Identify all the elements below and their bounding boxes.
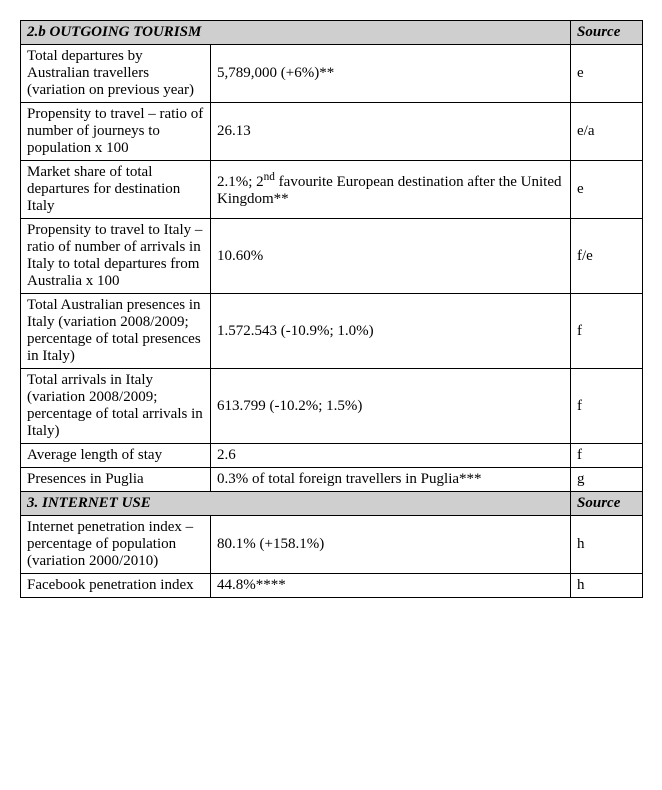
table-row: Average length of stay 2.6 f: [21, 444, 643, 468]
row-source: f: [571, 369, 643, 444]
table-row: Facebook penetration index 44.8%**** h: [21, 574, 643, 598]
tourism-table: 2.b OUTGOING TOURISM Source Total depart…: [20, 20, 643, 598]
section-title: 2.b OUTGOING TOURISM: [21, 21, 571, 45]
row-value: 613.799 (-10.2%; 1.5%): [211, 369, 571, 444]
row-value: 80.1% (+158.1%): [211, 516, 571, 574]
row-source: e: [571, 45, 643, 103]
row-value: 1.572.543 (-10.9%; 1.0%): [211, 294, 571, 369]
row-value: 2.1%; 2nd favourite European destination…: [211, 161, 571, 219]
row-value: 26.13: [211, 103, 571, 161]
row-label: Market share of total departures for des…: [21, 161, 211, 219]
table-row: Presences in Puglia 0.3% of total foreig…: [21, 468, 643, 492]
row-source: f: [571, 294, 643, 369]
table-row: Total arrivals in Italy (variation 2008/…: [21, 369, 643, 444]
row-label: Propensity to travel to Italy – ratio of…: [21, 219, 211, 294]
row-source: e: [571, 161, 643, 219]
row-label: Average length of stay: [21, 444, 211, 468]
row-source: f: [571, 444, 643, 468]
row-value: 44.8%****: [211, 574, 571, 598]
row-label: Propensity to travel – ratio of number o…: [21, 103, 211, 161]
table-row: Internet penetration index – percentage …: [21, 516, 643, 574]
row-value: 10.60%: [211, 219, 571, 294]
row-label: Total departures by Australian traveller…: [21, 45, 211, 103]
row-value: 2.6: [211, 444, 571, 468]
row-label: Internet penetration index – percentage …: [21, 516, 211, 574]
row-source: h: [571, 516, 643, 574]
table-row: Propensity to travel to Italy – ratio of…: [21, 219, 643, 294]
row-source: h: [571, 574, 643, 598]
row-source: g: [571, 468, 643, 492]
row-value: 0.3% of total foreign travellers in Pugl…: [211, 468, 571, 492]
row-value: 5,789,000 (+6%)**: [211, 45, 571, 103]
section-header-internet: 3. INTERNET USE Source: [21, 492, 643, 516]
table-row: Propensity to travel – ratio of number o…: [21, 103, 643, 161]
row-source: f/e: [571, 219, 643, 294]
section-title: 3. INTERNET USE: [21, 492, 571, 516]
row-label: Facebook penetration index: [21, 574, 211, 598]
source-label: Source: [571, 492, 643, 516]
row-label: Total Australian presences in Italy (var…: [21, 294, 211, 369]
section-header-tourism: 2.b OUTGOING TOURISM Source: [21, 21, 643, 45]
table-row: Total departures by Australian traveller…: [21, 45, 643, 103]
table-row: Total Australian presences in Italy (var…: [21, 294, 643, 369]
row-source: e/a: [571, 103, 643, 161]
table-row: Market share of total departures for des…: [21, 161, 643, 219]
row-label: Presences in Puglia: [21, 468, 211, 492]
row-label: Total arrivals in Italy (variation 2008/…: [21, 369, 211, 444]
source-label: Source: [571, 21, 643, 45]
